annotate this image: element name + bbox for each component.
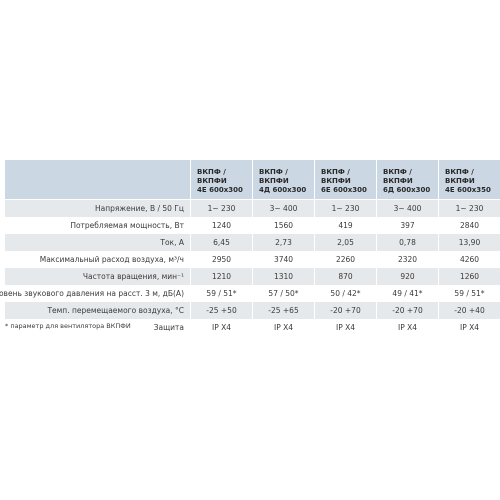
- cell: 1~ 230: [315, 200, 376, 217]
- cell: 1560: [273, 221, 294, 230]
- cell: 2,05: [315, 234, 376, 251]
- cell: 1310: [253, 268, 314, 285]
- row-label: Защита: [153, 323, 184, 332]
- cell: IP X4: [335, 323, 356, 332]
- cell: 1~ 230: [191, 200, 252, 217]
- header-line: ВКПФ /: [259, 168, 288, 176]
- header-line: ВКПФ /: [445, 168, 474, 176]
- cell: 6,45: [191, 234, 252, 251]
- cell: 2840: [459, 221, 480, 230]
- cell: 419: [338, 221, 353, 230]
- cell: 3740: [273, 255, 294, 264]
- cell: 2950: [211, 255, 232, 264]
- header-line: 4Е 600х350: [445, 186, 491, 194]
- cell: IP X4: [397, 323, 418, 332]
- cell: 13,90: [439, 234, 500, 251]
- cell: -20 +70: [315, 302, 376, 319]
- cell: IP X4: [273, 323, 294, 332]
- cell: IP X4: [211, 323, 232, 332]
- cell: 50 / 42*: [330, 289, 361, 298]
- cell: 3~ 400: [253, 200, 314, 217]
- cell: IP X4: [459, 323, 480, 332]
- cell: 57 / 50*: [268, 289, 299, 298]
- header-line: ВКПФ /: [383, 168, 412, 176]
- cell: -25 +65: [253, 302, 314, 319]
- cell: 397: [400, 221, 415, 230]
- cell: 1260: [439, 268, 500, 285]
- header-line: 4Е 600х300: [197, 186, 243, 194]
- column-header: ВКПФ / ВКПФИ 6Д 600х300: [377, 160, 438, 199]
- column-header: ВКПФ / ВКПФИ 4Е 600х350: [439, 160, 500, 199]
- cell: 59 / 51*: [454, 289, 485, 298]
- row-label: Потребляемая мощность, Вт: [70, 221, 184, 230]
- cell: 1210: [191, 268, 252, 285]
- row-label: Максимальный расход воздуха, м³/ч: [39, 255, 184, 264]
- cell: 4260: [459, 255, 480, 264]
- cell: 2,73: [253, 234, 314, 251]
- cell: -20 +40: [439, 302, 500, 319]
- cell: 920: [377, 268, 438, 285]
- header-line: ВКПФ /: [197, 168, 226, 176]
- cell: 0,78: [377, 234, 438, 251]
- column-header: ВКПФ / ВКПФИ 6Е 600х300: [315, 160, 376, 199]
- cell: 870: [315, 268, 376, 285]
- cell: 2260: [335, 255, 356, 264]
- header-line: 6Д 600х300: [383, 186, 431, 194]
- header-line: 6Е 600х300: [321, 186, 367, 194]
- cell: -20 +70: [377, 302, 438, 319]
- column-header: ВКПФ / ВКПФИ 4Е 600х300: [191, 160, 252, 199]
- row-label: Напряжение, В / 50 Гц: [5, 200, 190, 217]
- header-line: ВКПФИ: [321, 177, 351, 185]
- header-blank: [5, 160, 190, 199]
- row-label: Уровень звукового давления на расст. 3 м…: [0, 289, 184, 298]
- header-line: ВКПФИ: [197, 177, 227, 185]
- cell: 1~ 230: [439, 200, 500, 217]
- header-line: ВКПФИ: [259, 177, 289, 185]
- cell: -25 +50: [191, 302, 252, 319]
- row-label: Темп. перемещаемого воздуха, °С: [5, 302, 190, 319]
- row-label: Ток, А: [5, 234, 190, 251]
- column-header: ВКПФ / ВКПФИ 4Д 600х300: [253, 160, 314, 199]
- header-line: ВКПФИ: [383, 177, 413, 185]
- cell: 1240: [211, 221, 232, 230]
- cell: 3~ 400: [377, 200, 438, 217]
- cell: 2320: [397, 255, 418, 264]
- cell: 59 / 51*: [206, 289, 237, 298]
- header-line: 4Д 600х300: [259, 186, 307, 194]
- header-line: ВКПФИ: [445, 177, 475, 185]
- row-label: Частота вращения, мин⁻¹: [5, 268, 190, 285]
- footnote: * параметр для вентилятора ВКПФИ: [5, 322, 131, 330]
- header-line: ВКПФ /: [321, 168, 350, 176]
- cell: 49 / 41*: [392, 289, 423, 298]
